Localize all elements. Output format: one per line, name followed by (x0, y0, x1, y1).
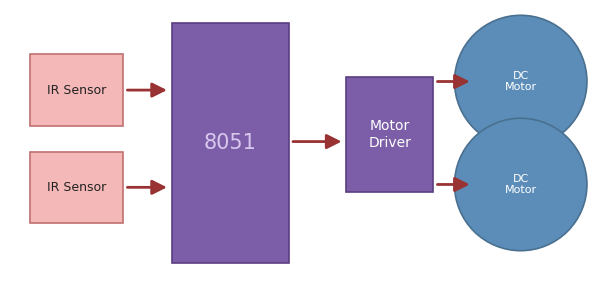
Ellipse shape (455, 118, 587, 251)
Text: DC
Motor: DC Motor (504, 71, 537, 92)
Text: IR Sensor: IR Sensor (47, 84, 107, 97)
FancyBboxPatch shape (30, 152, 123, 223)
Text: Motor
Driver: Motor Driver (368, 119, 411, 150)
Text: IR Sensor: IR Sensor (47, 181, 107, 194)
FancyBboxPatch shape (346, 77, 433, 192)
Text: 8051: 8051 (204, 133, 256, 153)
Ellipse shape (455, 15, 587, 148)
FancyBboxPatch shape (172, 23, 289, 263)
FancyBboxPatch shape (30, 54, 123, 126)
Text: DC
Motor: DC Motor (504, 174, 537, 195)
